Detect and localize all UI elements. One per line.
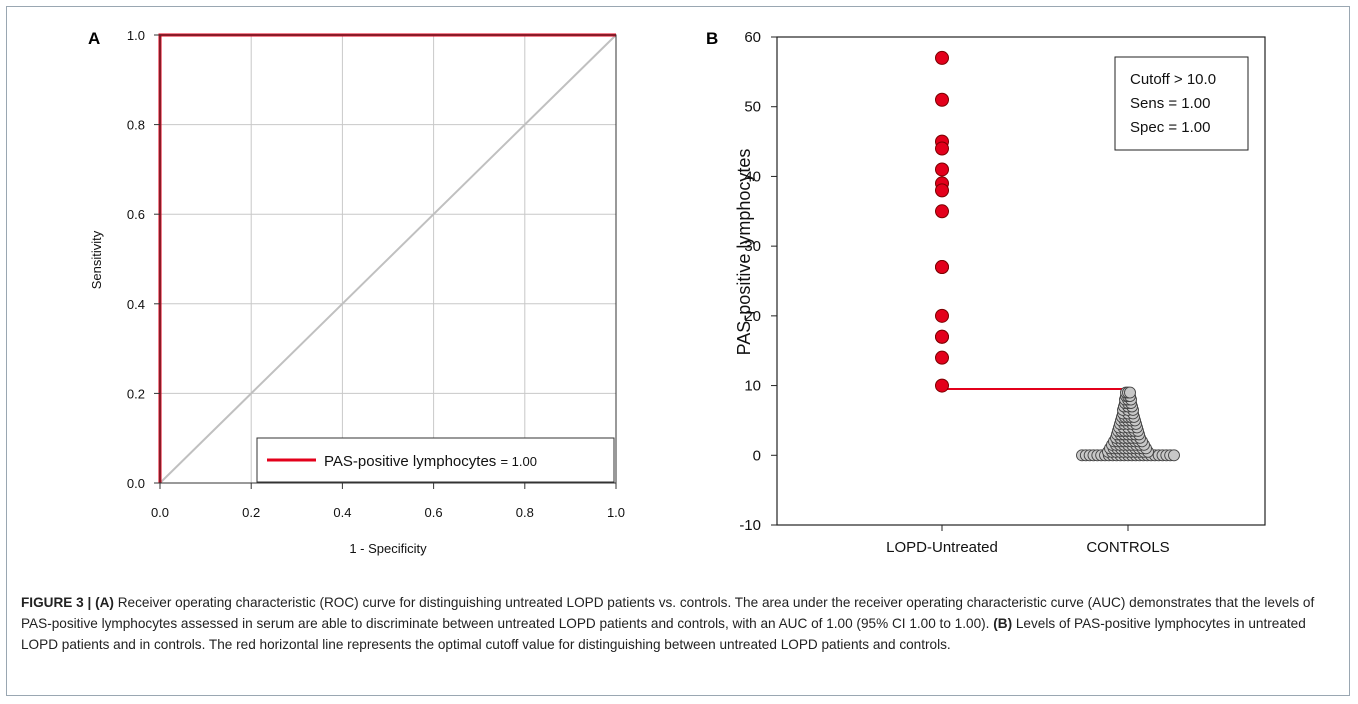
- panel-a-y-tick-label: 0.8: [127, 118, 145, 133]
- panel-b-y-tick-label: 20: [744, 308, 761, 325]
- panel-b-plot-border: [776, 36, 1266, 526]
- caption-a-text: Receiver operating characteristic (ROC) …: [21, 595, 1315, 631]
- panel-a-x-tick-label: 1.0: [607, 505, 625, 520]
- panel-b-lopd-point: [935, 260, 949, 275]
- panel-a-x-tick-label: 0.2: [242, 505, 260, 520]
- panel-b-annotation-cutoff: Cutoff > 10.0: [1130, 71, 1216, 88]
- panel-b-annotation-spec: Spec = 1.00: [1130, 119, 1210, 136]
- panel-b-y-tick-label: -10: [739, 517, 761, 534]
- panel-b-lopd-point: [935, 308, 949, 323]
- panel-b-controls-point: [1124, 386, 1136, 399]
- panel-a-roc-chart: A 0.0 0.2 0.4 0.6 0.8 1.0 0.0 0.2 0.4 0.6 0.8 1.0 1…: [88, 28, 625, 556]
- panel-a-letter: A: [88, 29, 100, 48]
- panel-a-x-tick-label: 0.8: [516, 505, 534, 520]
- panel-b-y-tick-label: 0: [753, 447, 761, 464]
- panel-b-annotation-sens: Sens = 1.00: [1130, 95, 1210, 112]
- caption-a-tag: (A): [95, 595, 114, 610]
- panel-b-y-axis-label: PAS-positive lymphocytes: [734, 149, 754, 356]
- panel-b-x-tick-label: CONTROLS: [1086, 539, 1169, 556]
- panel-b-x-tick-label: LOPD-Untreated: [886, 539, 998, 556]
- panel-a-legend-value: = 1.00: [500, 454, 537, 469]
- panel-a-reference-diagonal: [159, 34, 617, 484]
- panel-b-controls-points: [1076, 386, 1180, 462]
- panel-b-lopd-points: [935, 50, 949, 393]
- panel-a-y-tick-label: 1.0: [127, 28, 145, 43]
- panel-a-ticks: 0.0 0.2 0.4 0.6 0.8 1.0 0.0 0.2 0.4 0.6 0.8 1.0: [127, 28, 625, 520]
- panel-b-lopd-point: [935, 162, 949, 177]
- panel-b-lopd-point: [935, 92, 949, 107]
- panel-a-legend-label-text: PAS-positive lymphocytes: [324, 453, 496, 470]
- panel-b-y-tick-label: 50: [744, 99, 761, 116]
- panel-a-y-tick-label: 0.0: [127, 476, 145, 491]
- panel-a-y-tick-label: 0.6: [127, 207, 145, 222]
- caption-b-text: Levels of PAS-positive lymphocytes in un…: [21, 616, 1306, 652]
- panel-b-ticks: -10 0 10 20 30 40 50 60 LOPD-Untreated CONTROLS: [739, 29, 1169, 556]
- panel-b-controls-point: [1168, 449, 1180, 462]
- panel-b-y-tick-label: 40: [744, 168, 761, 185]
- figure-frame: [6, 6, 1350, 696]
- panel-a-plot-border: [159, 34, 617, 484]
- panel-b-annotation-box: [1114, 56, 1249, 151]
- panel-b-lopd-point: [935, 378, 949, 393]
- panel-b-lopd-point: [935, 50, 949, 65]
- panel-a-x-axis-label: 1 - Specificity: [349, 541, 427, 556]
- panel-b-lopd-point: [935, 183, 949, 198]
- panel-b-lopd-point: [935, 204, 949, 219]
- panel-a-legend-label: PAS-positive lymphocytes = 1.00: [324, 453, 537, 470]
- figure-3-charts: A 0.0 0.2 0.4 0.6 0.8 1.0 0.0 0.2 0.4 0.6 0.8 1.0 1…: [88, 28, 1266, 556]
- panel-b-y-tick-label: 30: [744, 238, 761, 255]
- panel-b-y-tick-label: 10: [744, 378, 761, 395]
- panel-a-x-tick-label: 0.6: [425, 505, 443, 520]
- panel-b-lopd-point: [935, 350, 949, 365]
- panel-a-y-tick-label: 0.2: [127, 386, 145, 401]
- panel-b-lopd-point: [935, 329, 949, 344]
- panel-a-legend: PAS-positive lymphocytes = 1.00: [256, 437, 615, 483]
- panel-a-x-tick-label: 0.4: [333, 505, 351, 520]
- panel-a-legend-box: [256, 437, 615, 483]
- panel-a-y-tick-label: 0.4: [127, 297, 145, 312]
- panel-b-letter: B: [706, 29, 718, 48]
- caption-b-tag: (B): [993, 616, 1013, 631]
- figure-caption: FIGURE 3 | (A) Receiver operating charac…: [21, 592, 1337, 655]
- panel-b-annotation: Cutoff > 10.0 Sens = 1.00 Spec = 1.00: [1114, 56, 1249, 151]
- panel-b-scatter-chart: B -10 0 10 20 30 40 50 60 LOPD-Untreated CONTROLS…: [706, 29, 1266, 556]
- panel-a-y-axis-label: Sensitivity: [89, 230, 104, 289]
- panel-b-y-tick-label: 60: [744, 29, 761, 46]
- panel-a-x-tick-label: 0.0: [151, 505, 169, 520]
- caption-label: FIGURE 3 |: [21, 595, 92, 610]
- panel-b-lopd-point: [935, 141, 949, 156]
